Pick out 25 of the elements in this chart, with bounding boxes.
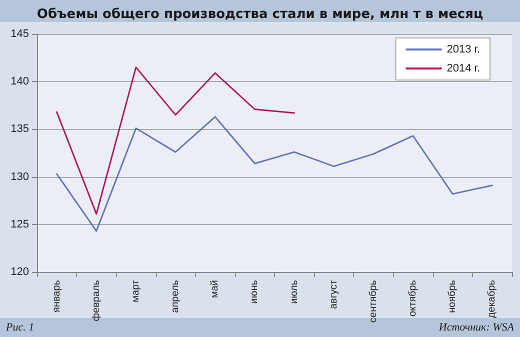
x-tick-label: январь bbox=[51, 280, 62, 312]
x-tick-label: октябрь bbox=[408, 280, 419, 317]
y-tick-label: 125 bbox=[10, 218, 29, 230]
x-tick-label: сентябрь bbox=[368, 280, 379, 323]
x-tick-label: декабрь bbox=[486, 280, 498, 318]
chart-title: Объемы общего производства стали в мире, млн т в месяц bbox=[36, 7, 484, 22]
y-tick-label: 135 bbox=[10, 123, 29, 136]
x-tick-label: июль bbox=[288, 280, 300, 304]
x-tick-label: апрель bbox=[170, 280, 182, 313]
y-tick-label: 130 bbox=[10, 170, 29, 183]
text: Рис. 1 bbox=[5, 322, 34, 334]
x-tick-label: август bbox=[328, 280, 340, 309]
line-series bbox=[56, 66, 296, 215]
x-tick-label: июнь bbox=[249, 280, 260, 304]
legend-label: 2013 г. bbox=[446, 44, 480, 56]
y-tick-label: 145 bbox=[10, 28, 29, 40]
line-series bbox=[56, 116, 493, 232]
x-tick-label: февраль bbox=[90, 280, 102, 322]
x-tick-label: март bbox=[130, 280, 142, 302]
text: Источник: WSA bbox=[438, 322, 514, 334]
legend-label: 2014 г. bbox=[446, 62, 480, 74]
y-tick-label: 140 bbox=[10, 76, 29, 88]
x-tick-label: май bbox=[210, 280, 221, 298]
y-tick-label: 120 bbox=[10, 266, 29, 278]
x-tick-label: ноябрь bbox=[447, 280, 458, 313]
